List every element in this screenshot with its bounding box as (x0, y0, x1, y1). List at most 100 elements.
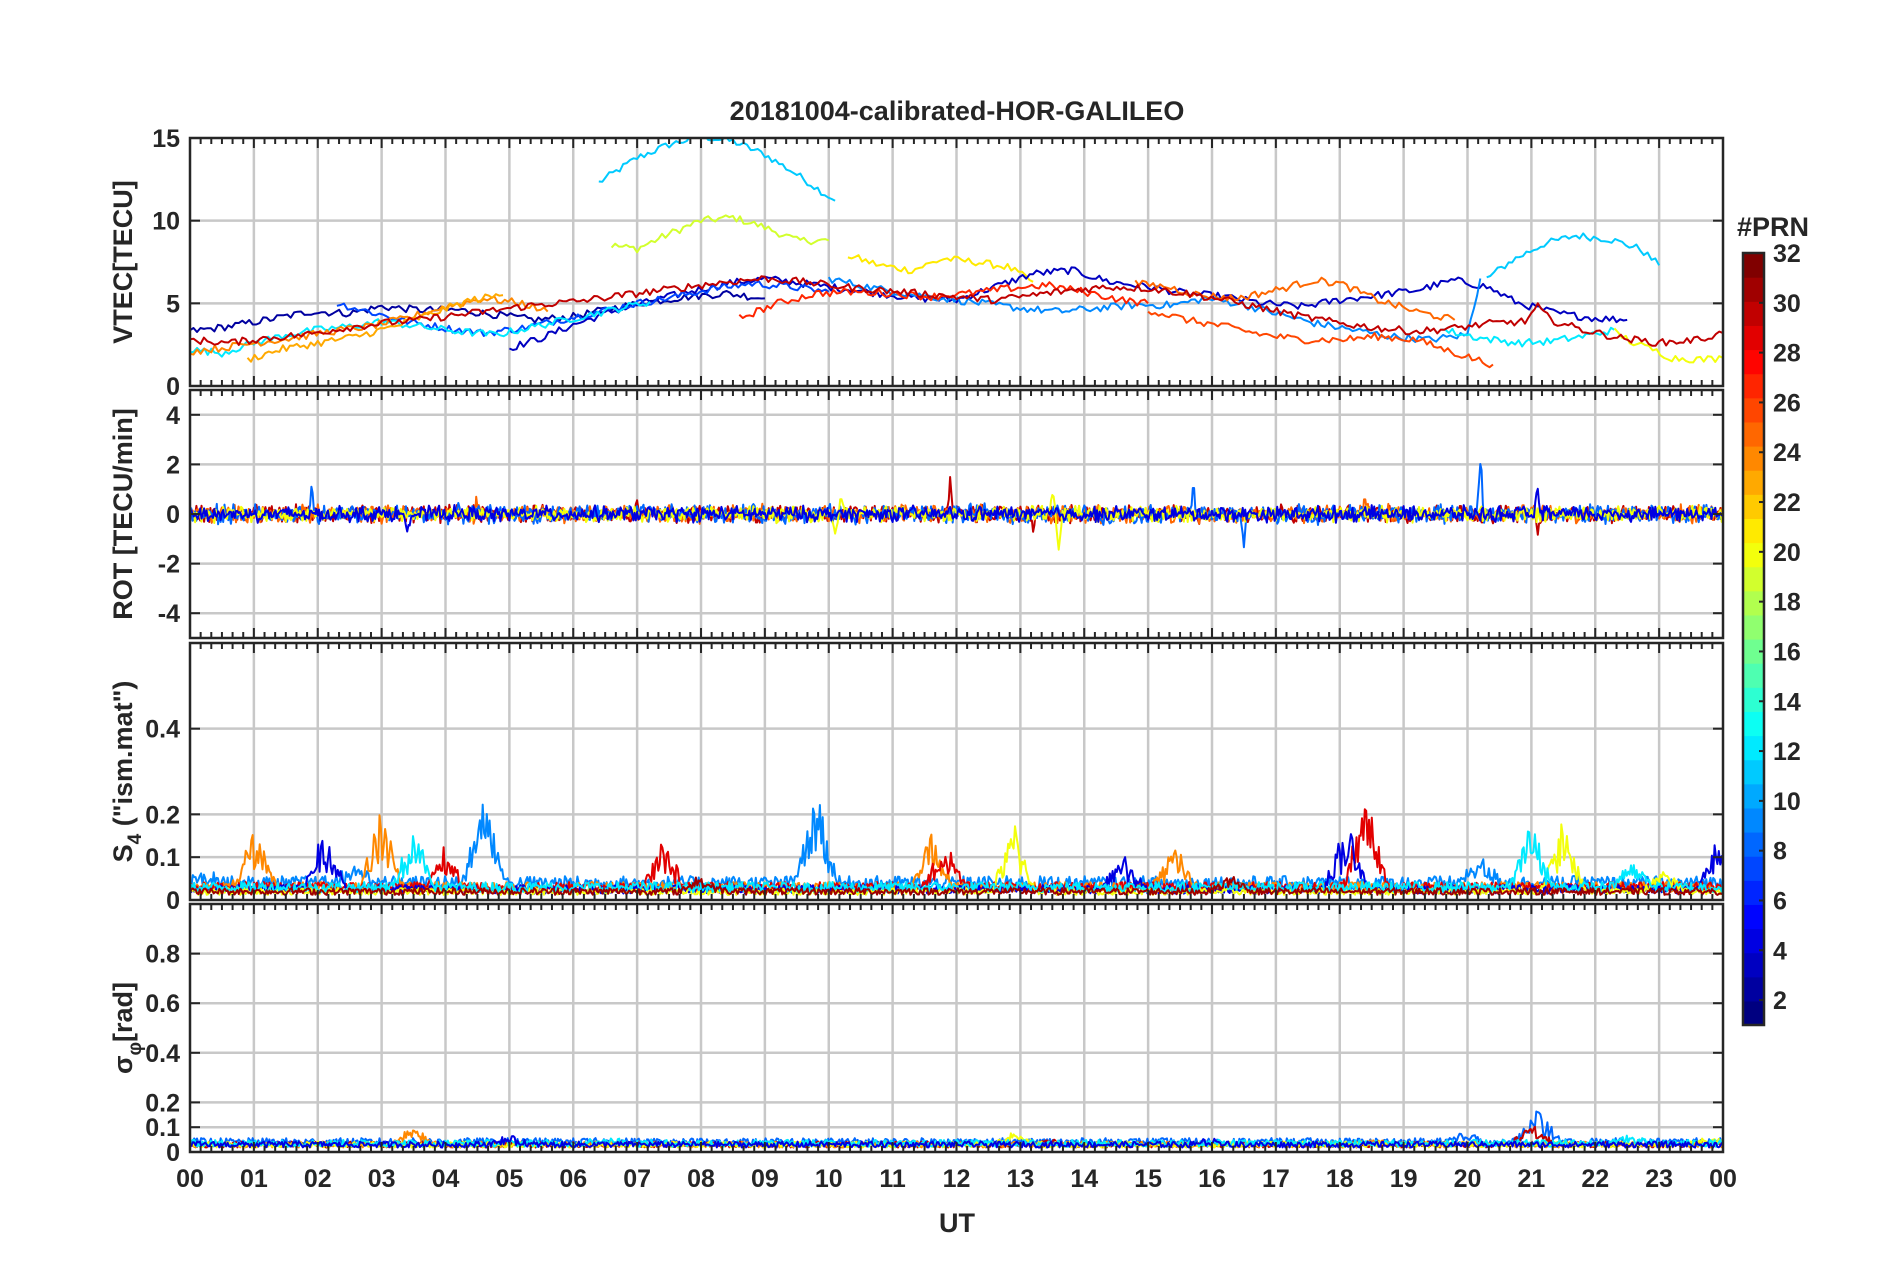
x-tick-label: 15 (1134, 1165, 1162, 1193)
colorbar-segment (1743, 301, 1764, 326)
colorbar-segment (1743, 566, 1764, 592)
x-tick-label: 23 (1645, 1165, 1673, 1193)
x-tick-label: 01 (240, 1165, 268, 1193)
x-tick-label: 13 (1006, 1165, 1034, 1193)
colorbar-tick-label: 12 (1773, 738, 1801, 766)
vtec-series-prn-20 (1613, 327, 1723, 364)
x-tick-label: 21 (1517, 1165, 1545, 1193)
vtec-series-prn-11 (598, 138, 836, 202)
x-tick-label: 00 (1709, 1165, 1737, 1193)
colorbar-tick-label: 16 (1773, 638, 1801, 666)
colorbar-segment (1743, 373, 1764, 399)
panel-vtec: 0 5 10 15 VTEC[TECU] (108, 125, 1725, 401)
y-axis-label-s4: S4 ("ism.mat") (108, 681, 146, 863)
colorbar-segment (1743, 832, 1764, 857)
x-tick-label: 14 (1070, 1165, 1098, 1193)
x-tick-label: 06 (559, 1165, 587, 1193)
colorbar-segment (1743, 807, 1764, 833)
vtec-series-prn-23 (246, 293, 504, 363)
vtec-series-prn-21 (847, 254, 1034, 283)
vtec-series-prn-26 (1147, 310, 1494, 369)
colorbar-segment (1743, 253, 1764, 278)
x-tick-label: 07 (623, 1165, 651, 1193)
colorbar-segment (1743, 663, 1764, 688)
x-tick-label: 02 (304, 1165, 332, 1193)
colorbar-tick-label: 32 (1773, 240, 1801, 268)
vtec-series-prn-12 (1441, 326, 1615, 348)
x-tick-label: 03 (368, 1165, 396, 1193)
panel-rot: -4 -2 0 2 4 ROT [TECU/min] (108, 388, 1725, 640)
colorbar-segment (1743, 639, 1764, 664)
colorbar-segment (1743, 397, 1764, 423)
vtec-series-prn-2 (190, 290, 765, 333)
y-tick-label: 4 (166, 402, 180, 430)
colorbar-segment (1743, 614, 1764, 640)
x-tick-label: 12 (943, 1165, 971, 1193)
colorbar-tick-label: 14 (1773, 688, 1801, 716)
x-tick-label: 20 (1454, 1165, 1482, 1193)
x-tick-label: 22 (1581, 1165, 1609, 1193)
y-tick-label: 0.8 (145, 941, 180, 969)
x-tick-label: 00 (176, 1165, 204, 1193)
colorbar-segment (1743, 783, 1764, 809)
y-tick-label: -2 (158, 551, 180, 579)
y-tick-label: 0 (166, 373, 180, 401)
colorbar-segment (1743, 494, 1764, 519)
colorbar-segment (1743, 590, 1764, 616)
panel-sigma: 00.10.2 0.4 0.6 0.8 σφ[rad] 00 01 02 03 04 05 06 07 0… (108, 902, 1737, 1193)
vtec-series-prn-19 (610, 214, 830, 254)
colorbar-segment (1743, 976, 1764, 1002)
vtec-series-prn-30 (190, 275, 1723, 347)
series-group (190, 463, 1723, 551)
colorbar-segment (1743, 470, 1764, 495)
colorbar-tick-label: 30 (1773, 290, 1801, 318)
colorbar-tick-label: 6 (1773, 887, 1787, 915)
x-tick-label: 18 (1326, 1165, 1354, 1193)
y-tick-label: -4 (158, 600, 180, 628)
colorbar-segment (1743, 325, 1764, 351)
x-tick-label: 08 (687, 1165, 715, 1193)
colorbar-segment (1743, 880, 1764, 905)
y-tick-label: 15 (152, 125, 180, 153)
colorbar-tick-label: 28 (1773, 340, 1801, 368)
y-tick-label: 0 (166, 501, 180, 529)
colorbar-segment (1743, 952, 1764, 978)
y-tick-label: 0.1 (145, 1114, 180, 1142)
x-axis-label: UT (939, 1208, 975, 1238)
y-tick-label: 10 (152, 208, 180, 236)
y-tick-label: 0.4 (145, 1040, 180, 1068)
colorbar-tick-label: 4 (1773, 937, 1787, 965)
colorbar-tick-label: 10 (1773, 788, 1801, 816)
colorbar-tick-label: 22 (1773, 489, 1801, 517)
colorbar-segment (1743, 856, 1764, 881)
y-tick-label: 0.6 (145, 990, 180, 1018)
vtec-series-prn-3 (509, 266, 1628, 351)
colorbar-tick-label: 20 (1773, 539, 1801, 567)
colorbar-segment (1743, 735, 1764, 761)
panel-s4: 0 0.1 0.2 0.4S4 ("ism.mat") (108, 641, 1725, 915)
x-tick-label: 16 (1198, 1165, 1226, 1193)
colorbar-tick-label: 18 (1773, 589, 1801, 617)
colorbar-label: #PRN (1737, 212, 1809, 242)
rot-series-prn-4 (190, 487, 1723, 533)
colorbar-tick-label: 2 (1773, 987, 1787, 1015)
colorbar-frame (1741, 251, 1766, 1027)
y-tick-label: 2 (166, 451, 180, 479)
x-tick-label: 10 (815, 1165, 843, 1193)
y-tick-label: 0.1 (145, 844, 180, 872)
y-axis-label-rot: ROT [TECU/min] (108, 408, 138, 619)
chart-title: 20181004-calibrated-HOR-GALILEO (730, 96, 1185, 126)
y-tick-label: 0.2 (145, 1089, 180, 1117)
x-tick-label: 19 (1390, 1165, 1418, 1193)
colorbar-tick-label: 26 (1773, 389, 1801, 417)
colorbar-segment (1743, 928, 1764, 954)
colorbar-segment (1743, 542, 1764, 568)
colorbar-segment (1743, 711, 1764, 737)
y-tick-label: 5 (166, 290, 180, 318)
colorbar-segment (1743, 277, 1764, 302)
y-tick-label: 0.4 (145, 716, 180, 744)
colorbar-segment (1743, 421, 1764, 447)
colorbar-segment (1743, 349, 1764, 375)
